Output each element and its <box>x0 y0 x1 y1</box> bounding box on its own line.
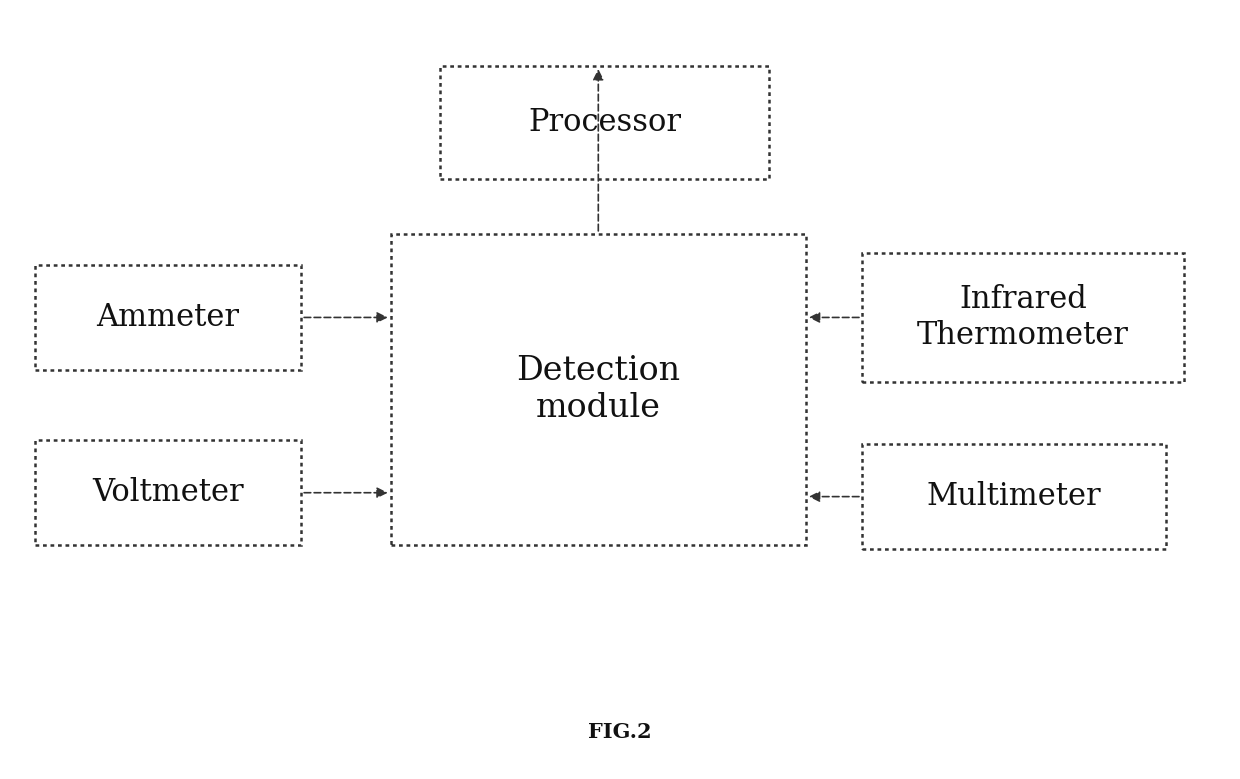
FancyBboxPatch shape <box>391 234 806 545</box>
Text: Infrared
Thermometer: Infrared Thermometer <box>918 284 1128 351</box>
FancyBboxPatch shape <box>35 440 301 545</box>
Text: Ammeter: Ammeter <box>97 302 239 333</box>
FancyBboxPatch shape <box>862 444 1166 549</box>
Text: Detection
module: Detection module <box>516 355 681 424</box>
Text: Multimeter: Multimeter <box>926 481 1101 512</box>
FancyBboxPatch shape <box>862 253 1184 382</box>
Text: Processor: Processor <box>528 108 681 138</box>
FancyBboxPatch shape <box>35 265 301 370</box>
Text: Voltmeter: Voltmeter <box>92 478 244 508</box>
FancyBboxPatch shape <box>440 66 769 179</box>
Text: FIG.2: FIG.2 <box>588 722 652 742</box>
